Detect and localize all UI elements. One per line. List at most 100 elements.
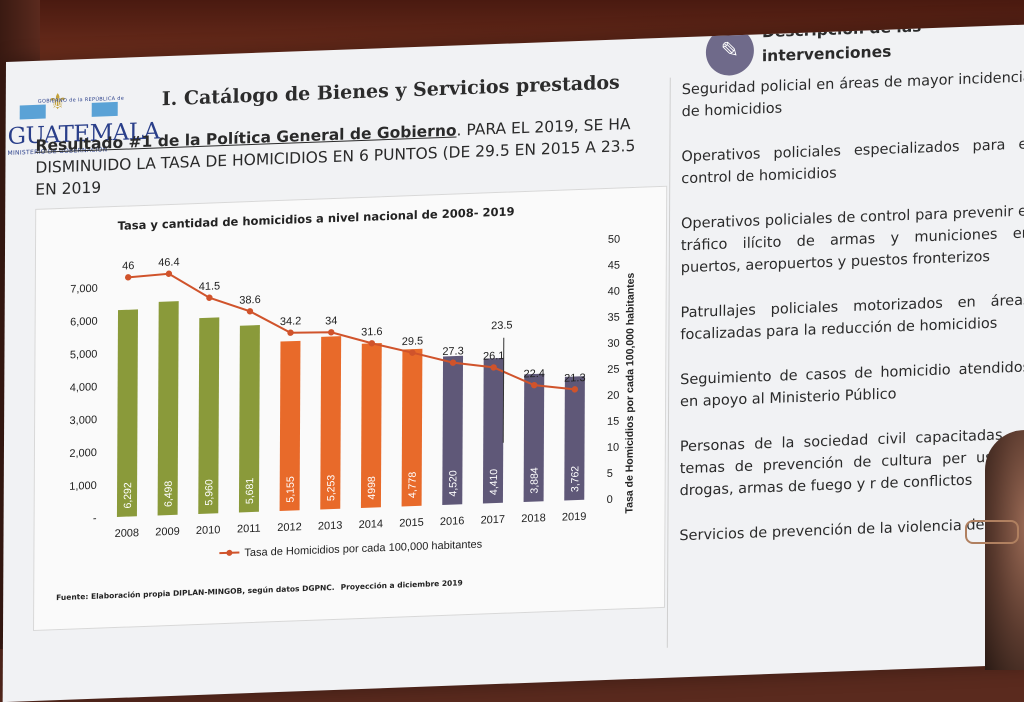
rate-label: 34 xyxy=(325,315,337,327)
bar-2013 xyxy=(320,336,342,510)
bar-2012 xyxy=(279,340,301,511)
bar-value-label: 5,960 xyxy=(203,479,215,506)
rate-point-2017 xyxy=(490,364,497,371)
bar-2010 xyxy=(198,317,220,514)
x-tick-2017: 2017 xyxy=(481,514,506,527)
bar-value-label: 4,410 xyxy=(488,468,500,495)
bar-value-label: 6,498 xyxy=(163,480,175,507)
x-tick-2013: 2013 xyxy=(318,520,343,533)
chart-panel: Tasa y cantidad de homicidios a nivel na… xyxy=(33,185,668,632)
rate-point-2013 xyxy=(327,329,335,336)
x-tick-2019: 2019 xyxy=(562,511,587,524)
rate-point-2012 xyxy=(287,329,294,336)
bar-value-label: 3,762 xyxy=(569,465,581,492)
rate-label: 38.6 xyxy=(239,294,260,307)
bar-value-label: 4,778 xyxy=(407,471,419,498)
bar-2008 xyxy=(116,309,139,517)
bar-2014 xyxy=(360,343,382,508)
glasses xyxy=(965,520,1019,544)
intervention-item: Operativos policiales especializados par… xyxy=(681,136,1024,188)
rate-label: 29.5 xyxy=(402,335,423,348)
rate-point-2015 xyxy=(409,349,416,356)
bar-value-label: 5,681 xyxy=(244,477,256,504)
legend-label: Tasa de Homicidios por cada 100,000 habi… xyxy=(244,539,482,560)
rate-point-2014 xyxy=(368,340,375,347)
column-divider xyxy=(666,77,671,648)
left-axis-tick: 1,000 xyxy=(69,480,97,493)
intervention-item: Seguimiento de casos de homicidio atendi… xyxy=(680,359,1024,411)
bar-2018 xyxy=(523,373,545,503)
rate-label: 46.4 xyxy=(158,256,179,269)
bar-value-label: 4998 xyxy=(366,476,378,500)
projected-slide: ⚜ GOBIERNO de la REPÚBLICA de GUATEMALA … xyxy=(2,24,1024,702)
slide-title: I. Catálogo de Bienes y Servicios presta… xyxy=(161,71,620,111)
left-axis-tick: 3,000 xyxy=(70,414,98,427)
x-tick-2010: 2010 xyxy=(196,524,221,537)
intervention-list: Seguridad policial en áreas de mayor inc… xyxy=(679,66,1024,570)
homicide-chart: - 1,000 2,000 3,000 4,000 5,000 6,000 7,000 0 5 10… xyxy=(69,233,637,560)
right-axis-tick: 45 xyxy=(608,259,620,271)
rate-label: 27.3 xyxy=(442,345,463,358)
rate-label: 26.1 xyxy=(483,350,504,363)
intervention-item: Operativos policiales de control para pr… xyxy=(680,203,1024,277)
annotation-line xyxy=(502,337,505,443)
bar-2019 xyxy=(564,376,585,501)
bar-value-label: 3,884 xyxy=(529,467,541,494)
rate-point-2018 xyxy=(530,381,538,389)
x-tick-2012: 2012 xyxy=(277,521,302,534)
right-axis-tick: 20 xyxy=(607,390,619,402)
x-tick-2014: 2014 xyxy=(359,518,384,531)
x-tick-2008: 2008 xyxy=(115,527,140,540)
annotation-label: 23.5 xyxy=(491,319,512,332)
right-axis-tick: 25 xyxy=(607,364,619,376)
right-axis-tick: 35 xyxy=(608,311,620,323)
rate-point-2016 xyxy=(449,359,457,366)
left-axis-tick: 6,000 xyxy=(70,316,98,329)
x-tick-2009: 2009 xyxy=(155,526,180,539)
rate-point-2008 xyxy=(124,274,132,281)
bar-value-label: 6,292 xyxy=(122,482,134,509)
rate-label: 21.3 xyxy=(564,372,585,385)
rate-label: 34.2 xyxy=(280,315,301,328)
right-axis-tick: 5 xyxy=(607,468,613,480)
bar-2015 xyxy=(401,348,423,507)
rate-line xyxy=(128,272,575,391)
left-axis-tick: 4,000 xyxy=(70,381,98,394)
rate-point-2011 xyxy=(246,308,254,315)
left-axis-tick: - xyxy=(93,513,97,525)
x-tick-2015: 2015 xyxy=(399,517,424,530)
audience-person xyxy=(985,430,1024,670)
rate-label: 41.5 xyxy=(199,280,220,293)
legend-marker xyxy=(226,549,233,556)
right-axis-label: Tasa de Homicidios por cada 100,000 habi… xyxy=(624,272,637,513)
flag-right xyxy=(91,101,118,117)
right-axis-tick: 40 xyxy=(608,285,620,297)
left-axis-tick: 5,000 xyxy=(70,348,98,361)
bar-2016 xyxy=(442,355,464,506)
right-axis-tick: 30 xyxy=(607,338,619,350)
rate-point-2010 xyxy=(206,294,213,301)
rate-label: 46 xyxy=(122,260,134,272)
description-title-line2: intervenciones xyxy=(761,42,892,66)
bar-2009 xyxy=(157,301,179,516)
bar-value-label: 5,155 xyxy=(285,476,297,503)
intervention-item: Patrullajes policiales motorizados en ár… xyxy=(680,292,1024,344)
rate-point-2019 xyxy=(571,386,579,393)
x-tick-2016: 2016 xyxy=(440,515,465,528)
right-axis-tick: 15 xyxy=(607,416,619,428)
bar-value-label: 4,520 xyxy=(447,470,459,497)
intervention-item: Personas de la sociedad civil capacitada… xyxy=(679,426,1024,500)
rate-point-2009 xyxy=(165,270,173,277)
bar-2011 xyxy=(238,325,260,513)
flag-left xyxy=(19,104,46,120)
left-axis-tick: 2,000 xyxy=(69,447,97,460)
right-axis-tick: 50 xyxy=(608,233,620,245)
bar-2017 xyxy=(482,357,504,504)
bar-value-label: 5,253 xyxy=(325,474,337,501)
right-axis-tick: 0 xyxy=(607,494,613,506)
rate-label: 22.4 xyxy=(524,368,545,381)
x-tick-2011: 2011 xyxy=(237,523,261,536)
rate-label: 31.6 xyxy=(361,326,382,339)
x-tick-2018: 2018 xyxy=(521,512,546,525)
right-axis-tick: 10 xyxy=(607,442,619,454)
